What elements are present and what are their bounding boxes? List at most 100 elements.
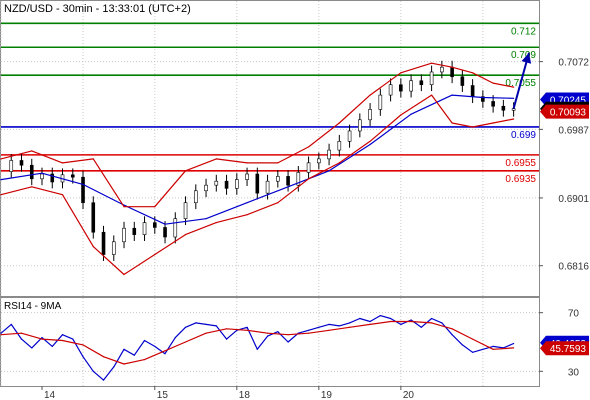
price-point-lower-band	[308, 178, 310, 180]
rsi-point-rsi14	[400, 323, 402, 325]
rsi-y-ticks: 70 30	[539, 309, 580, 378]
candle-body	[224, 180, 229, 189]
price-point-upper-band	[61, 162, 64, 164]
candle-body	[183, 202, 188, 219]
rsi-point-9ma	[390, 320, 392, 323]
rsi-point-rsi14	[174, 337, 176, 339]
price-point-upper-band	[308, 146, 310, 148]
rsi-chart-title: RSI14 - 9MA	[4, 301, 62, 312]
price-point-lower-band	[338, 162, 340, 164]
candle-body	[409, 80, 413, 92]
candle-body	[450, 66, 454, 78]
candle-body	[101, 231, 106, 255]
rsi-point-rsi14	[92, 370, 94, 372]
rsi-point-rsi14	[482, 348, 484, 350]
rsi-point-rsi14	[492, 345, 494, 347]
price-point-upper-band	[451, 66, 453, 68]
candle-body	[132, 227, 137, 235]
price-point-upper-band	[400, 72, 402, 74]
candle-body	[501, 105, 506, 111]
candle-body	[40, 173, 44, 180]
price-point-moving-average	[328, 170, 330, 172]
rsi-point-rsi14	[20, 338, 23, 340]
price-point-moving-average	[451, 94, 453, 96]
price-point-moving-average	[369, 143, 371, 146]
rsi-point-rsi14	[226, 338, 228, 340]
price-point-upper-band	[431, 62, 433, 64]
rsi-point-rsi14	[410, 319, 412, 321]
price-point-lower-band	[184, 234, 187, 236]
price-point-moving-average	[41, 172, 43, 174]
candle-body	[173, 218, 178, 238]
rsi-panel: 70 30 49.465245.7593 RSI14 - 9MA	[0, 297, 589, 387]
rsi-point-rsi14	[41, 337, 43, 339]
price-point-moving-average	[513, 97, 515, 99]
rsi-point-rsi14	[441, 322, 443, 324]
rsi-series-9ma	[0, 320, 514, 365]
rsi-point-rsi14	[72, 338, 74, 340]
rsi-point-9ma	[0, 334, 2, 336]
rsi-point-rsi14	[369, 320, 371, 323]
price-point-lower-band	[472, 126, 474, 128]
rsi-point-rsi14	[420, 326, 422, 328]
candle-body	[19, 160, 24, 166]
level-label-0-699: 0.699	[511, 130, 536, 141]
price-series-moving-average	[0, 94, 514, 225]
price-tag-label-0-70093: 0.70093	[550, 108, 587, 119]
price-point-lower-band	[61, 194, 64, 196]
rsi-point-9ma	[267, 332, 269, 334]
price-point-lower-band	[492, 122, 494, 124]
price-point-lower-band	[154, 253, 156, 256]
candle-body	[460, 76, 465, 86]
rsi-point-9ma	[205, 332, 207, 334]
rsi-point-rsi14	[31, 347, 33, 349]
price-point-upper-band	[246, 162, 248, 164]
rsi-point-9ma	[226, 328, 228, 330]
rsi-point-rsi14	[328, 323, 330, 325]
rsi-point-rsi14	[379, 315, 381, 317]
price-point-lower-band	[246, 214, 248, 216]
price-point-moving-average	[410, 113, 412, 115]
candle-body	[122, 227, 126, 243]
price-point-upper-band	[513, 86, 515, 88]
candle-body	[491, 101, 495, 107]
candle-body	[163, 227, 167, 238]
price-point-moving-average	[482, 96, 484, 99]
rsi-point-9ma	[349, 326, 351, 328]
rsi-point-rsi14	[246, 326, 248, 328]
rsi-point-rsi14	[184, 326, 187, 328]
x-tick-label-14: 14	[44, 390, 56, 400]
rsi-point-9ma	[184, 341, 187, 343]
price-point-lower-band	[277, 202, 279, 204]
price-point-upper-band	[472, 72, 474, 74]
rsi-point-rsi14	[308, 329, 310, 331]
price-point-upper-band	[338, 122, 340, 124]
rsi-point-9ma	[102, 356, 105, 358]
rsi-point-rsi14	[205, 323, 207, 325]
price-point-lower-band	[400, 114, 402, 116]
rsi-panel-frame	[0, 297, 540, 387]
rsi-y-tick-label: 30	[568, 367, 580, 378]
candle-body	[419, 80, 424, 86]
rsi-point-rsi14	[123, 348, 125, 350]
candle-body	[91, 202, 96, 233]
rsi-point-9ma	[82, 344, 84, 346]
rsi-point-9ma	[20, 332, 23, 334]
rsi-point-rsi14	[195, 322, 197, 324]
candle-body	[70, 174, 75, 178]
rsi-point-9ma	[328, 329, 330, 331]
candle-body	[142, 222, 147, 235]
rsi-point-rsi14	[472, 351, 474, 353]
candle-body	[347, 130, 352, 142]
price-tag-label-0-70245: 0.70245	[550, 95, 587, 106]
candle-body	[306, 162, 311, 173]
candle-body	[378, 94, 383, 110]
rsi-point-rsi14	[0, 332, 2, 334]
candle-body	[214, 180, 219, 186]
price-panel-frame	[0, 0, 540, 297]
price-y-tick-label: 0.6816	[558, 262, 589, 273]
price-point-upper-band	[492, 82, 494, 84]
level-label-0-712: 0.712	[511, 26, 536, 37]
rsi-tags: 49.465245.7593	[540, 335, 589, 356]
